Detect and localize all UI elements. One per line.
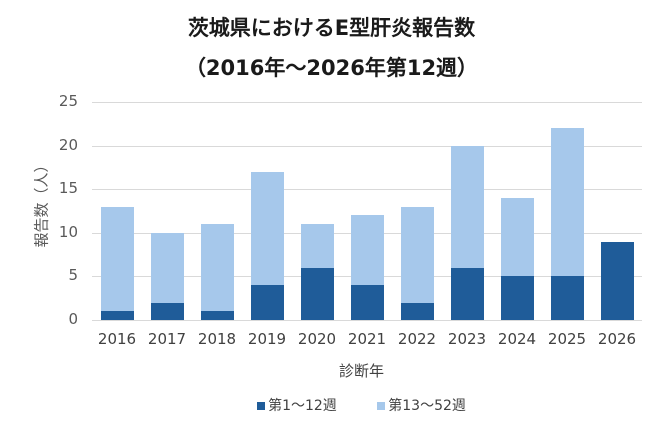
y-tick-label: 0 [68, 310, 78, 328]
bar-segment-weeks-1-12 [100, 311, 134, 320]
bar-2018 [200, 224, 234, 320]
gridline [92, 102, 642, 103]
y-tick-label: 20 [58, 135, 78, 154]
bar-2017 [150, 232, 184, 320]
bar-segment-weeks-1-12 [250, 285, 284, 320]
bar-2025 [550, 128, 584, 320]
y-tick-label: 15 [58, 179, 78, 198]
x-tick-label: 2023 [447, 330, 487, 348]
legend-item-series-2: 第13～52週 [377, 395, 466, 415]
x-tick-label: 2018 [197, 330, 237, 348]
y-tick-label: 5 [68, 266, 78, 285]
bar-segment-weeks-1-12 [150, 302, 184, 320]
plot-area [92, 102, 642, 321]
x-tick-label: 2021 [347, 330, 387, 348]
bar-2022 [400, 206, 434, 320]
x-tick-label: 2017 [147, 330, 187, 348]
legend-label: 第13～52週 [388, 398, 466, 414]
y-tick-label: 25 [58, 92, 78, 110]
bar-segment-weeks-13-52 [550, 128, 584, 277]
bar-segment-weeks-13-52 [100, 206, 134, 312]
legend-item-series-1: 第1～12週 [257, 395, 337, 415]
legend-swatch-icon [377, 402, 386, 410]
bar-segment-weeks-1-12 [500, 276, 534, 320]
bar-segment-weeks-1-12 [300, 267, 334, 320]
bar-2023 [450, 145, 484, 320]
bar-2024 [500, 197, 534, 320]
bar-segment-weeks-13-52 [500, 197, 534, 277]
bar-segment-weeks-13-52 [300, 224, 334, 268]
bar-segment-weeks-13-52 [450, 145, 484, 268]
bar-segment-weeks-1-12 [550, 276, 584, 320]
chart-subtitle: （2016年～2026年第12週） [184, 56, 479, 80]
y-tick-label: 10 [58, 222, 78, 241]
bar-segment-weeks-13-52 [400, 206, 434, 303]
bar-segment-weeks-1-12 [600, 241, 634, 320]
bar-segment-weeks-13-52 [250, 171, 284, 286]
bar-segment-weeks-13-52 [150, 232, 184, 303]
gridline [92, 189, 642, 191]
bar-segment-weeks-1-12 [200, 311, 234, 320]
bar-2021 [350, 215, 384, 320]
bar-segment-weeks-1-12 [400, 302, 434, 320]
gridline [92, 320, 642, 321]
legend-swatch-icon [257, 402, 266, 410]
gridline [92, 145, 642, 147]
x-tick-label: 2022 [397, 330, 437, 348]
bar-segment-weeks-1-12 [350, 285, 384, 320]
chart-title: 茨城県におけるE型肝炎報告数 [187, 16, 476, 40]
bar-2020 [300, 224, 334, 320]
x-tick-label: 2020 [297, 330, 337, 348]
x-tick-label: 2019 [247, 330, 287, 348]
bar-2019 [250, 171, 284, 320]
x-axis-label: 診断年 [338, 362, 384, 380]
bar-segment-weeks-1-12 [450, 267, 484, 320]
x-tick-label: 2026 [597, 330, 637, 348]
bar-2016 [100, 206, 134, 320]
bar-segment-weeks-13-52 [200, 224, 234, 312]
bar-2026 [600, 241, 634, 320]
legend-label: 第1～12週 [268, 398, 337, 414]
x-tick-label: 2016 [97, 330, 137, 348]
bar-segment-weeks-13-52 [350, 215, 384, 286]
x-tick-label: 2025 [547, 330, 587, 348]
legend: 第1～12週 第13～52週 [0, 395, 663, 415]
x-tick-label: 2024 [497, 330, 537, 348]
